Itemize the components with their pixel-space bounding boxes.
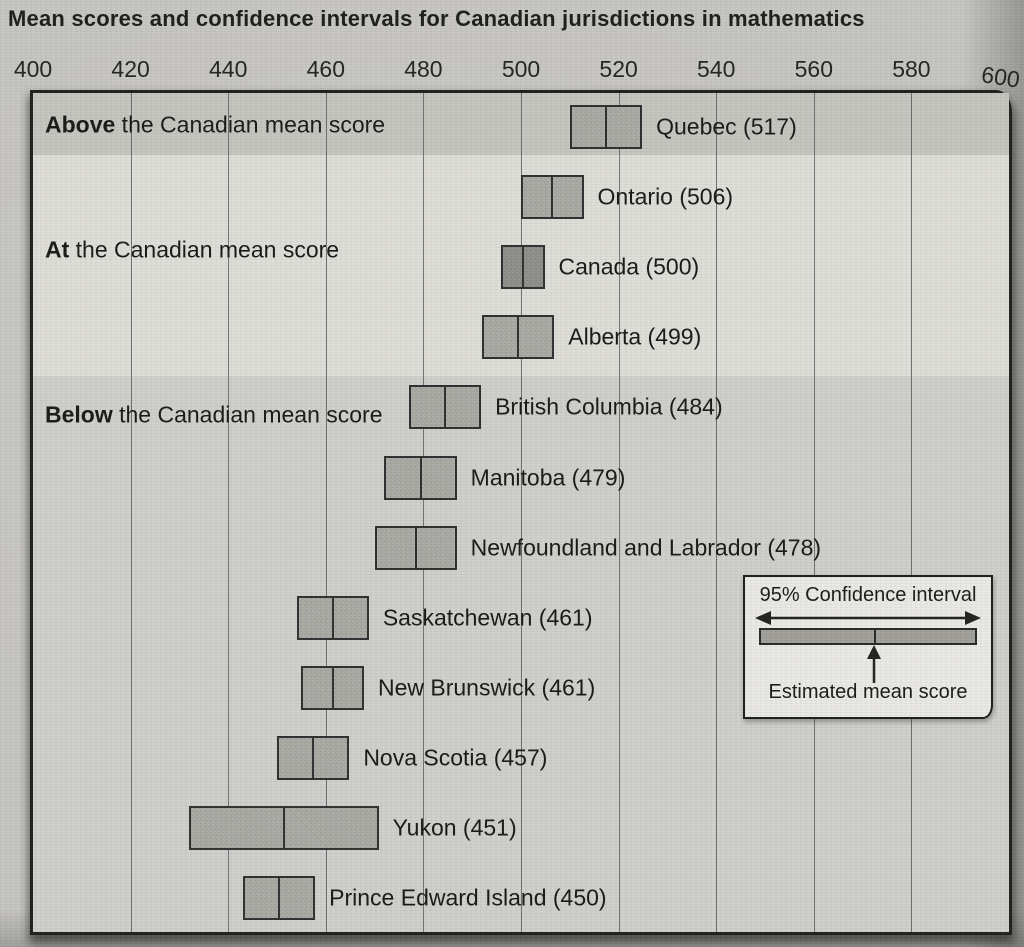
mean-divider-british-columbia (443, 387, 446, 428)
legend-title: 95% Confidence interval (759, 584, 977, 606)
ci-bar-canada (501, 245, 545, 290)
legend-box: 95% Confidence interval Estimated mean s… (743, 575, 993, 719)
mean-divider-ontario (551, 177, 554, 218)
axis-tick-440: 440 (209, 56, 248, 82)
ci-bar-newfoundland-and-labrador (374, 525, 457, 570)
mean-divider-quebec (604, 107, 607, 147)
ci-bar-quebec (569, 105, 643, 149)
mean-divider-new-brunswick (331, 667, 334, 708)
axis-tick-500: 500 (501, 56, 541, 82)
axis-tick-580: 580 (892, 56, 931, 82)
bar-label-manitoba: Manitoba (479) (470, 464, 626, 490)
bar-label-british-columbia: British Columbia (484) (495, 393, 723, 420)
ci-bar-british-columbia (408, 385, 482, 430)
mean-divider-alberta (517, 317, 520, 358)
bar-label-nova-scotia: Nova Scotia (457) (363, 744, 548, 771)
axis-tick-520: 520 (599, 56, 638, 82)
gridline-420 (130, 93, 132, 932)
ci-bar-alberta (481, 315, 555, 360)
gridline-440 (228, 93, 230, 932)
mean-pointer-arrow-icon (867, 645, 881, 683)
section-label-below: Below the Canadian mean score (45, 401, 383, 428)
ci-bar-nova-scotia (277, 735, 350, 780)
bar-label-saskatchewan: Saskatchewan (461) (382, 604, 593, 631)
ci-bar-saskatchewan (296, 595, 369, 640)
gridline-540 (716, 93, 718, 932)
mean-divider-newfoundland-and-labrador (414, 527, 417, 568)
bar-label-quebec: Quebec (517) (656, 113, 797, 140)
axis-tick-560: 560 (794, 56, 833, 82)
plot-area: Above the Canadian mean score At the Cana… (30, 90, 1012, 935)
section-label-above: Above the Canadian mean score (45, 111, 386, 138)
bar-label-alberta: Alberta (499) (568, 323, 702, 350)
ci-bar-new-brunswick (301, 665, 364, 710)
gridline-560 (813, 93, 815, 932)
gridline-460 (325, 93, 327, 932)
mean-divider-canada (521, 247, 524, 288)
x-axis: 400 420 440 460 480 500 520 540 560 580 600 (14, 56, 1022, 93)
confidence-interval-arrow-icon (755, 611, 981, 625)
section-label-at: At the Canadian mean score (45, 236, 340, 263)
axis-tick-600: 600 (979, 61, 1022, 93)
gridline-500 (521, 93, 522, 932)
bar-label-new-brunswick: New Brunswick (461) (377, 674, 596, 701)
chart-title: Mean scores and confidence intervals for… (8, 6, 865, 31)
ci-bar-manitoba (384, 455, 457, 500)
ci-bar-yukon (189, 806, 379, 850)
gridline-520 (618, 93, 620, 932)
legend-caption: Estimated mean score (768, 681, 968, 703)
axis-tick-400: 400 (13, 56, 53, 82)
mean-divider-saskatchewan (331, 597, 334, 638)
axis-tick-480: 480 (404, 56, 443, 82)
legend-ci-bar (759, 628, 977, 645)
bar-label-ontario: Ontario (506) (597, 183, 734, 210)
axis-tick-540: 540 (697, 56, 736, 82)
mean-divider-prince-edward-island (277, 878, 280, 919)
ci-bar-prince-edward-island (242, 876, 316, 921)
bar-label-newfoundland-and-labrador: Newfoundland and Labrador (478) (470, 534, 822, 561)
bar-label-canada: Canada (500) (558, 253, 700, 280)
mean-divider-yukon (282, 808, 285, 848)
bar-label-yukon: Yukon (451) (392, 814, 517, 841)
axis-tick-420: 420 (111, 56, 150, 82)
gridline-480 (423, 93, 425, 932)
bar-label-prince-edward-island: Prince Edward Island (450) (329, 884, 607, 911)
gridline-580 (911, 93, 913, 932)
mean-divider-nova-scotia (312, 737, 315, 778)
ci-bar-ontario (521, 175, 584, 220)
mean-divider-manitoba (419, 457, 422, 498)
axis-tick-460: 460 (306, 56, 345, 82)
legend-mean-divider (874, 630, 877, 643)
